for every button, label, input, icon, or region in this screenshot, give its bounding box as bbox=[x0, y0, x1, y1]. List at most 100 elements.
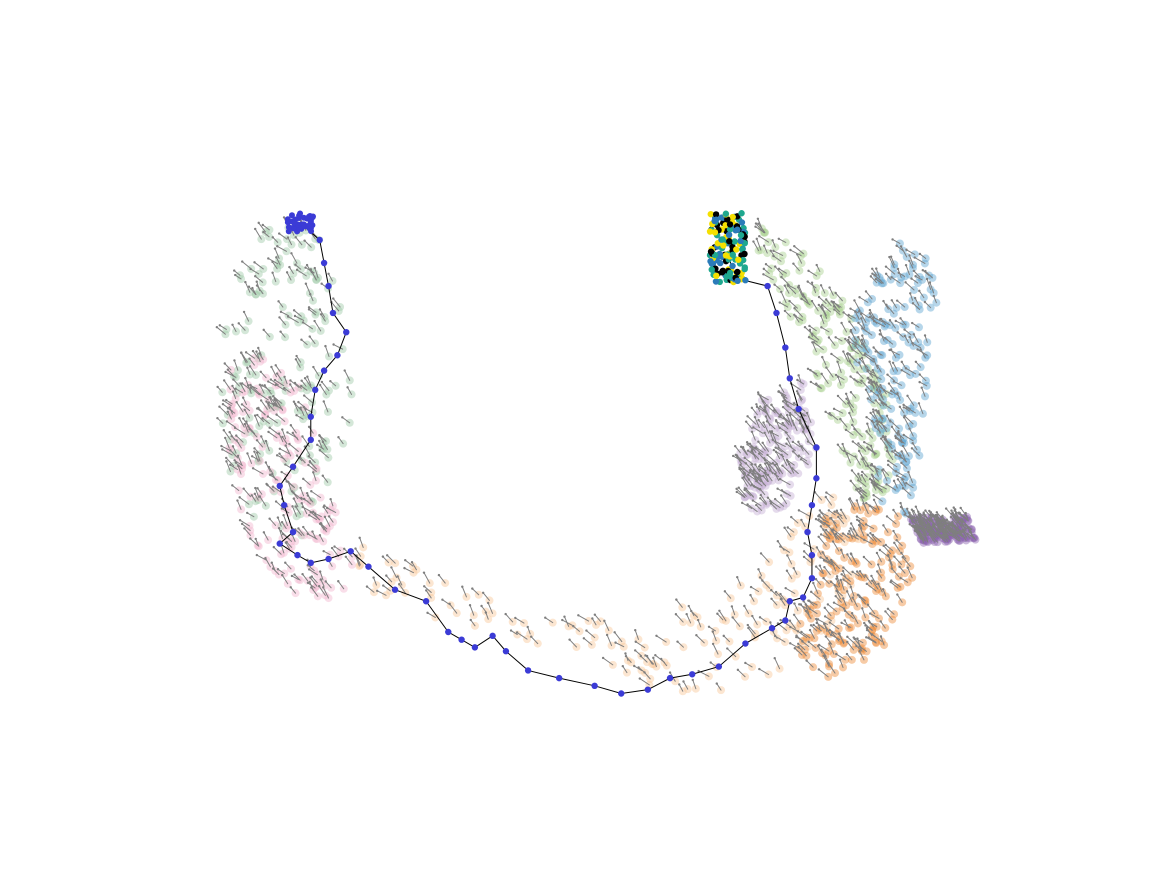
velocity-arrow bbox=[833, 408, 844, 414]
velocity-arrow-head bbox=[272, 402, 275, 406]
velocity-arrow-head bbox=[248, 427, 251, 431]
velocity-arrow bbox=[813, 624, 822, 632]
trajectory-node bbox=[618, 690, 625, 697]
velocity-arrow-head bbox=[601, 656, 605, 660]
velocity-arrow bbox=[900, 552, 907, 560]
velocity-arrow bbox=[801, 445, 810, 455]
velocity-arrow bbox=[755, 403, 761, 412]
end-cluster-node bbox=[738, 219, 746, 226]
velocity-arrow-head bbox=[668, 671, 672, 674]
velocity-arrow bbox=[798, 509, 810, 517]
velocity-arrow bbox=[951, 530, 958, 541]
velocity-arrow bbox=[857, 479, 867, 488]
velocity-arrow-head bbox=[237, 322, 240, 325]
velocity-arrow bbox=[789, 300, 798, 309]
velocity-arrow-head bbox=[836, 375, 840, 378]
velocity-arrow-head bbox=[875, 420, 878, 423]
velocity-arrow bbox=[731, 605, 736, 616]
velocity-arrow-head bbox=[318, 383, 322, 387]
velocity-arrow bbox=[895, 320, 904, 326]
velocity-arrow-head bbox=[911, 441, 914, 445]
velocity-arrow-head bbox=[781, 464, 784, 467]
velocity-arrow bbox=[286, 431, 298, 439]
velocity-arrow-head bbox=[901, 444, 905, 448]
velocity-arrow-head bbox=[249, 537, 252, 540]
velocity-arrow bbox=[823, 623, 828, 633]
trajectory-node bbox=[768, 624, 776, 632]
velocity-arrow bbox=[797, 441, 804, 452]
velocity-arrow-head bbox=[913, 525, 917, 528]
velocity-arrow-head bbox=[777, 390, 780, 393]
velocity-arrow-head bbox=[759, 463, 762, 467]
velocity-arrow bbox=[816, 546, 822, 555]
velocity-arrow bbox=[265, 462, 271, 473]
velocity-arrow-head bbox=[759, 497, 762, 500]
velocity-arrow bbox=[831, 560, 837, 572]
velocity-arrow bbox=[754, 447, 763, 456]
velocity-arrow bbox=[866, 430, 874, 439]
velocity-arrow-head bbox=[307, 308, 311, 311]
velocity-arrow bbox=[852, 571, 860, 577]
velocity-arrow bbox=[255, 351, 261, 363]
velocity-arrow bbox=[861, 458, 867, 467]
velocity-arrow bbox=[885, 483, 897, 491]
velocity-arrow-head bbox=[836, 360, 839, 363]
velocity-arrow-head bbox=[907, 470, 910, 474]
velocity-arrow-head bbox=[959, 506, 962, 510]
velocity-arrow-head bbox=[312, 365, 315, 369]
velocity-arrow-head bbox=[792, 613, 796, 617]
velocity-arrow bbox=[933, 524, 941, 534]
velocity-arrow-head bbox=[869, 411, 872, 415]
velocity-arrow-head bbox=[313, 319, 316, 323]
velocity-arrow bbox=[883, 545, 892, 555]
velocity-arrow-head bbox=[857, 472, 860, 476]
velocity-arrow-head bbox=[842, 449, 846, 453]
velocity-arrow-head bbox=[761, 579, 764, 582]
velocity-arrow bbox=[792, 420, 798, 432]
velocity-arrow-head bbox=[899, 501, 902, 505]
velocity-arrow-head bbox=[781, 400, 785, 403]
velocity-arrow bbox=[905, 281, 915, 291]
velocity-arrow bbox=[603, 620, 610, 631]
velocity-arrow-head bbox=[885, 414, 889, 417]
velocity-arrow bbox=[763, 422, 770, 434]
velocity-arrow bbox=[833, 305, 841, 313]
velocity-arrow-head bbox=[221, 402, 225, 406]
velocity-arrow bbox=[311, 576, 318, 584]
velocity-arrow bbox=[296, 355, 302, 363]
velocity-arrow-head bbox=[874, 350, 877, 353]
velocity-arrow-head bbox=[814, 517, 818, 521]
velocity-arrow bbox=[800, 458, 809, 466]
velocity-arrow bbox=[821, 307, 828, 319]
velocity-arrow bbox=[877, 412, 884, 420]
velocity-arrow-head bbox=[239, 382, 242, 385]
velocity-arrow-head bbox=[847, 401, 850, 405]
velocity-arrow-head bbox=[285, 540, 288, 544]
velocity-arrow bbox=[787, 284, 797, 290]
velocity-arrow bbox=[762, 442, 769, 452]
velocity-arrow bbox=[811, 341, 817, 353]
velocity-arrow-head bbox=[916, 348, 919, 351]
velocity-arrow-head bbox=[750, 430, 754, 433]
velocity-arrow bbox=[894, 450, 902, 456]
velocity-arrow-head bbox=[603, 619, 606, 623]
velocity-arrow-head bbox=[758, 405, 762, 408]
velocity-arrow-head bbox=[251, 467, 255, 470]
end-cluster-node bbox=[726, 238, 733, 245]
velocity-arrow-head bbox=[910, 277, 913, 280]
velocity-arrow bbox=[836, 575, 841, 585]
velocity-arrow-head bbox=[242, 310, 246, 314]
velocity-arrow bbox=[794, 307, 803, 318]
velocity-arrow-head bbox=[778, 301, 781, 304]
velocity-arrow-head bbox=[301, 435, 304, 438]
velocity-arrow-head bbox=[892, 508, 895, 512]
velocity-arrow-head bbox=[425, 589, 428, 592]
velocity-arrow-head bbox=[250, 455, 254, 458]
velocity-arrow-head bbox=[768, 430, 772, 433]
velocity-arrow-head bbox=[325, 506, 329, 510]
velocity-arrow-head bbox=[750, 463, 753, 466]
velocity-arrow-head bbox=[950, 509, 953, 512]
velocity-arrow-head bbox=[819, 314, 823, 317]
velocity-arrow bbox=[772, 439, 780, 447]
velocity-arrow bbox=[882, 468, 890, 476]
